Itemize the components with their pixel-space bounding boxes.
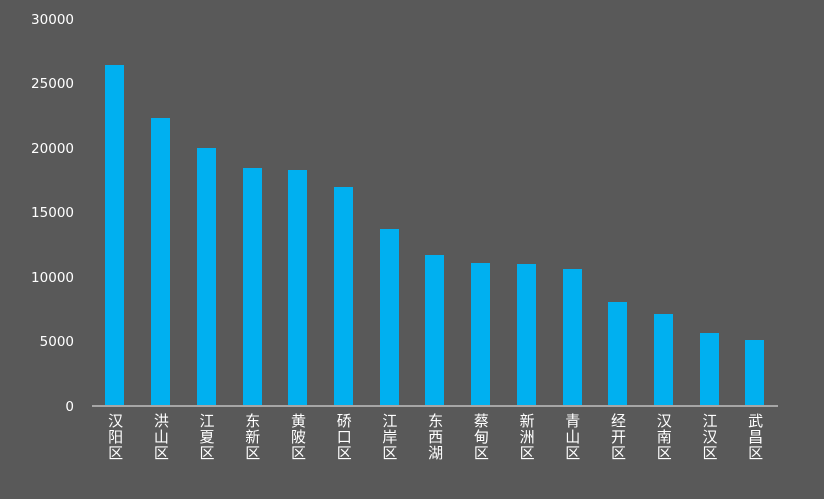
bar [425, 254, 445, 405]
x-axis-labels: 汉阳区 洪山区 江夏区 东新区 黄陂区 硚口区 江岸区 东西湖 蔡甸区 新洲区 青山区 经开区 汉南区 江… [92, 413, 778, 499]
x-category-label: 经开区 [609, 413, 628, 461]
y-tick-label: 20000 [31, 140, 74, 157]
bar [653, 313, 673, 405]
y-axis-labels: 0 5000 10000 15000 20000 25000 30000 [0, 13, 80, 413]
y-tick-label: 0 [65, 398, 74, 415]
bar [379, 229, 399, 405]
x-category-label: 汉南区 [654, 413, 673, 461]
bar [471, 262, 491, 405]
x-category-label: 青山区 [563, 413, 582, 461]
bar [151, 117, 171, 405]
x-category-label: 蔡甸区 [471, 413, 490, 461]
bar [105, 64, 125, 405]
bar [745, 339, 765, 405]
bar [516, 263, 536, 405]
x-category-label: 东西湖 [426, 413, 445, 461]
x-category-label: 江岸区 [380, 413, 399, 461]
bar [242, 167, 262, 405]
x-category-label: 洪山区 [151, 413, 170, 461]
y-tick-label: 10000 [31, 269, 74, 286]
bar [288, 170, 308, 405]
bar [699, 333, 719, 405]
y-tick-label: 25000 [31, 75, 74, 92]
x-category-label: 东新区 [243, 413, 262, 461]
x-category-label: 汉阳区 [106, 413, 125, 461]
x-category-label: 江汉区 [700, 413, 719, 461]
bar [608, 302, 628, 405]
bar [333, 186, 353, 405]
bar [196, 148, 216, 405]
y-tick-label: 15000 [31, 204, 74, 221]
x-category-label: 武昌区 [746, 413, 765, 461]
x-category-label: 江夏区 [197, 413, 216, 461]
x-category-label: 硚口区 [334, 413, 353, 461]
x-category-label: 黄陂区 [288, 413, 307, 461]
plot-area [92, 20, 778, 407]
bar [562, 268, 582, 405]
y-tick-label: 5000 [39, 333, 74, 350]
x-category-label: 新洲区 [517, 413, 536, 461]
y-tick-label: 30000 [31, 11, 74, 28]
